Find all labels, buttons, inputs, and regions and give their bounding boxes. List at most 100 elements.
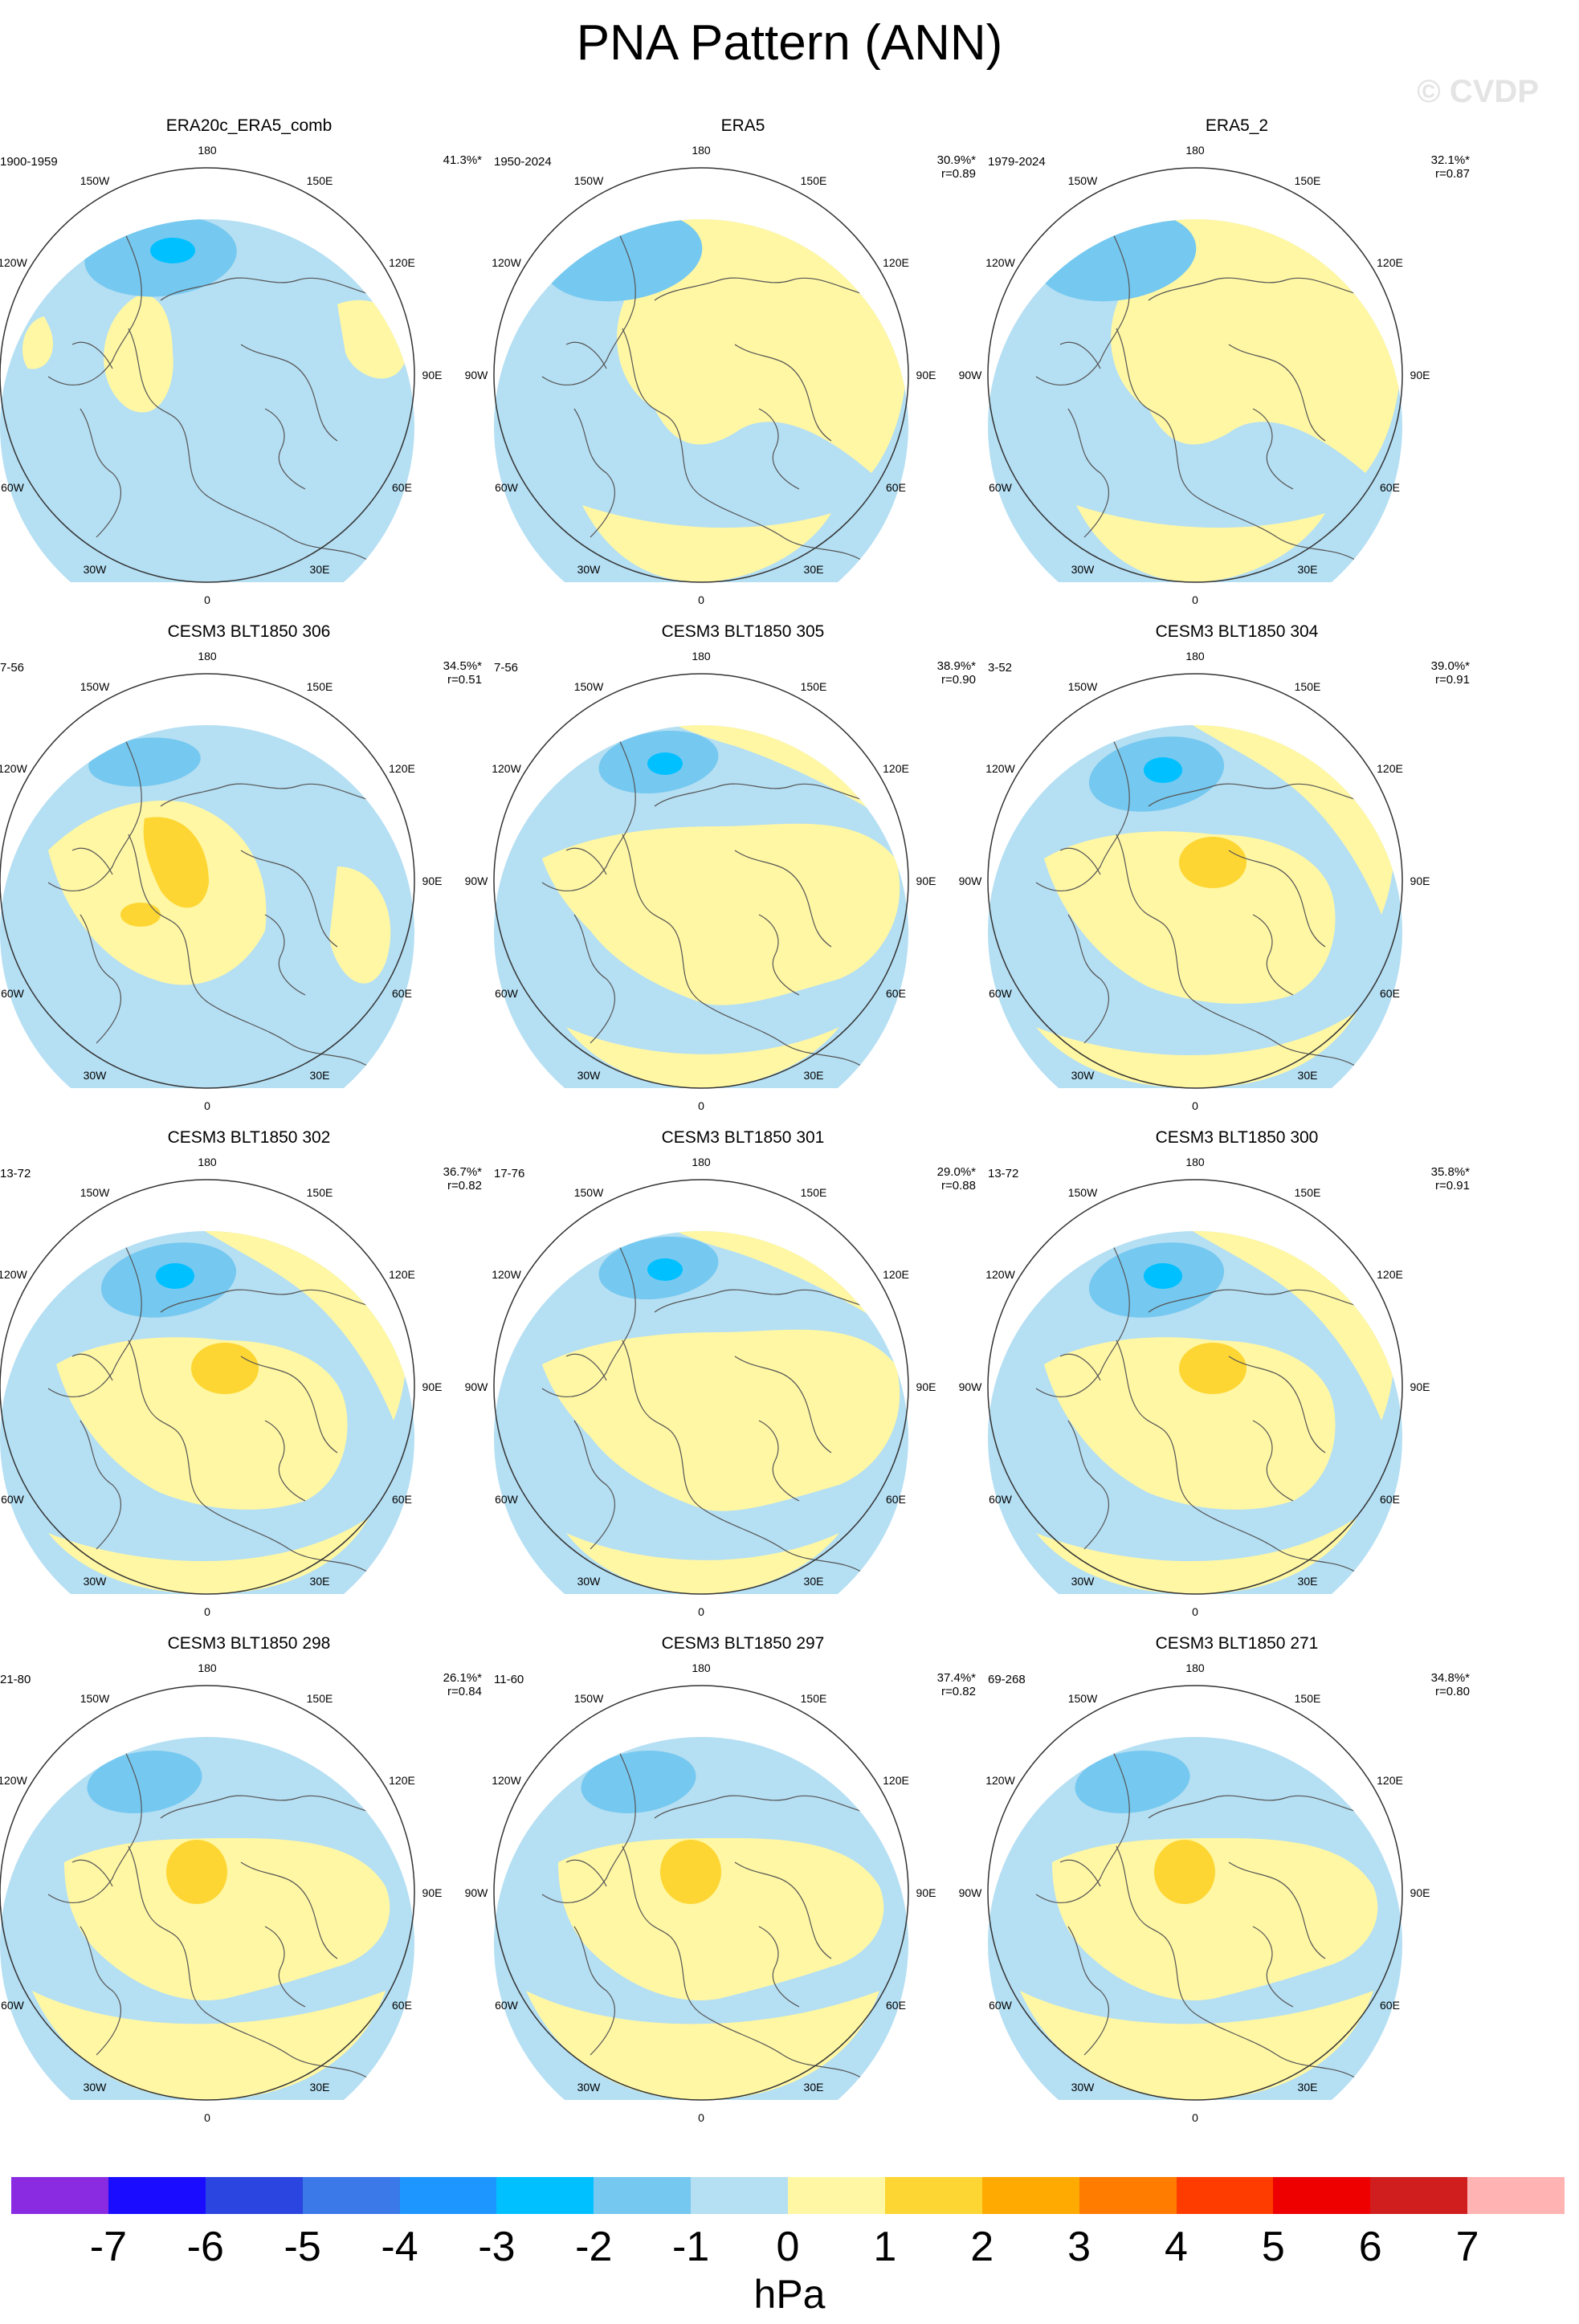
positive-region xyxy=(566,1027,839,1088)
explained-variance: 37.4%* xyxy=(936,1671,976,1685)
longitude-label: 30E xyxy=(309,563,330,577)
coastline xyxy=(654,1289,872,1313)
coastline xyxy=(47,1235,142,1397)
coastline xyxy=(160,783,378,807)
coastline xyxy=(128,834,210,1004)
coastline xyxy=(758,914,800,996)
longitude-label: 120E xyxy=(883,256,909,269)
colorbar-tick-label: -6 xyxy=(186,2224,224,2270)
coastline xyxy=(1196,1508,1358,1574)
coastline xyxy=(1067,1420,1109,1550)
colorbar-tick-label: 6 xyxy=(1358,2224,1382,2270)
coastline xyxy=(758,1420,800,1502)
colorbar-tick-label: -5 xyxy=(284,2224,321,2270)
longitude-label: 90E xyxy=(422,369,443,381)
pattern-correlation: r=0.51 xyxy=(447,673,482,687)
longitude-label: 120E xyxy=(883,1774,909,1787)
longitude-label: 120E xyxy=(1377,1774,1403,1787)
positive-contour xyxy=(191,1343,259,1394)
colorbar-tick-label: 3 xyxy=(1067,2224,1091,2270)
pattern-correlation: r=0.91 xyxy=(1435,673,1470,687)
longitude-label: 30E xyxy=(1297,1069,1318,1082)
longitude-label: 120E xyxy=(1377,1268,1403,1281)
panel-title: CESM3 BLT1850 298 xyxy=(167,1634,331,1653)
longitude-label: 60W xyxy=(495,481,518,494)
coastline xyxy=(160,1795,378,1819)
longitude-label: 0 xyxy=(1192,593,1198,606)
colorbar-tick-label: 1 xyxy=(873,2224,897,2270)
coastline xyxy=(240,344,338,442)
panel-period: 21-80 xyxy=(0,1673,31,1686)
coastline xyxy=(734,850,832,948)
colorbar-tick-label: -2 xyxy=(575,2224,613,2270)
longitude-label: 60E xyxy=(392,1493,412,1506)
colorbar-units: hPa xyxy=(753,2272,826,2317)
colorbar-tick-label: 5 xyxy=(1261,2224,1285,2270)
panel-title: CESM3 BLT1850 271 xyxy=(1155,1634,1319,1653)
map-panel: CESM3 BLT1850 301 17-76 29.0%* r=0.88 180 150… xyxy=(465,1128,992,1634)
coastline xyxy=(1252,1926,1294,2008)
colorbar-swatch xyxy=(302,2177,400,2214)
coastline xyxy=(702,2014,864,2080)
colorbar-tick-label: -4 xyxy=(381,2224,418,2270)
coastline xyxy=(1067,914,1109,1044)
coastline xyxy=(1116,834,1198,1004)
longitude-label: 30E xyxy=(803,563,824,577)
panel-stats: 38.9%* r=0.90 xyxy=(937,659,976,687)
cvdp-watermark: © CVDP xyxy=(1417,74,1539,109)
coastline xyxy=(622,1845,704,2016)
longitude-label: 120W xyxy=(985,762,1015,775)
longitude-label: 150W xyxy=(80,1185,110,1199)
panel-stats: 30.9%* r=0.89 xyxy=(937,153,976,181)
coastline xyxy=(240,1861,338,1959)
coastline xyxy=(1059,1353,1101,1381)
longitude-label: 0 xyxy=(1192,1099,1198,1112)
map-boundary xyxy=(493,1179,909,1595)
positive-contour xyxy=(1179,1343,1246,1394)
colorbar-swatch xyxy=(1370,2177,1468,2214)
panel-stats: 37.4%* r=0.82 xyxy=(937,1671,976,1698)
polar-map xyxy=(493,1685,909,2101)
polar-map xyxy=(493,673,909,1089)
map-boundary xyxy=(0,1179,415,1595)
longitude-label: 90W xyxy=(464,369,488,381)
positive-region xyxy=(104,295,173,413)
longitude-label: 90E xyxy=(916,369,936,381)
coastline xyxy=(208,496,370,562)
positive-region xyxy=(558,1838,884,2000)
longitude-label: 120W xyxy=(492,256,521,269)
longitude-label: 150W xyxy=(573,679,604,693)
positive-region xyxy=(1052,1838,1378,2000)
coastline xyxy=(160,1289,378,1313)
map-boundary xyxy=(0,673,415,1089)
panel-stats: 41.3%* xyxy=(443,153,482,167)
map-panel: CESM3 BLT1850 297 11-60 37.4%* r=0.82 180 150… xyxy=(465,1634,992,2140)
longitude-label: 60E xyxy=(886,1999,906,2012)
coastline xyxy=(47,1741,142,1903)
map-boundary xyxy=(987,673,1403,1089)
colorbar-swatch xyxy=(691,2177,788,2214)
positive-contour xyxy=(660,1840,721,1904)
pattern-correlation: r=0.89 xyxy=(941,167,976,181)
coastline xyxy=(702,1508,864,1574)
negative-contour xyxy=(87,1751,202,1813)
positive-region xyxy=(542,823,900,1005)
longitude-label: 150W xyxy=(1067,173,1098,187)
panel-period: 3-52 xyxy=(988,661,1013,675)
map-panel: CESM3 BLT1850 306 7-56 34.5%* r=0.51 180 150E… xyxy=(0,622,498,1128)
colorbar-swatch xyxy=(1176,2177,1274,2214)
coastline xyxy=(1059,341,1101,369)
longitude-label: 90E xyxy=(1410,1380,1430,1393)
panel-title: CESM3 BLT1850 300 xyxy=(1155,1128,1319,1147)
longitude-label: 150E xyxy=(306,679,333,693)
map-panel: CESM3 BLT1850 271 69-268 34.8%* r=0.80 180 15… xyxy=(959,1634,1486,2140)
longitude-label: 150E xyxy=(800,1691,827,1705)
longitude-label: 90W xyxy=(958,1886,982,1899)
negative-core xyxy=(647,752,683,775)
longitude-label: 60E xyxy=(392,987,412,1000)
longitude-label: 30E xyxy=(1297,2081,1318,2094)
colorbar-tick-label: -7 xyxy=(89,2224,127,2270)
longitude-label: 60E xyxy=(392,481,412,494)
longitude-label: 90E xyxy=(422,1886,443,1899)
polar-map xyxy=(987,1685,1403,2101)
